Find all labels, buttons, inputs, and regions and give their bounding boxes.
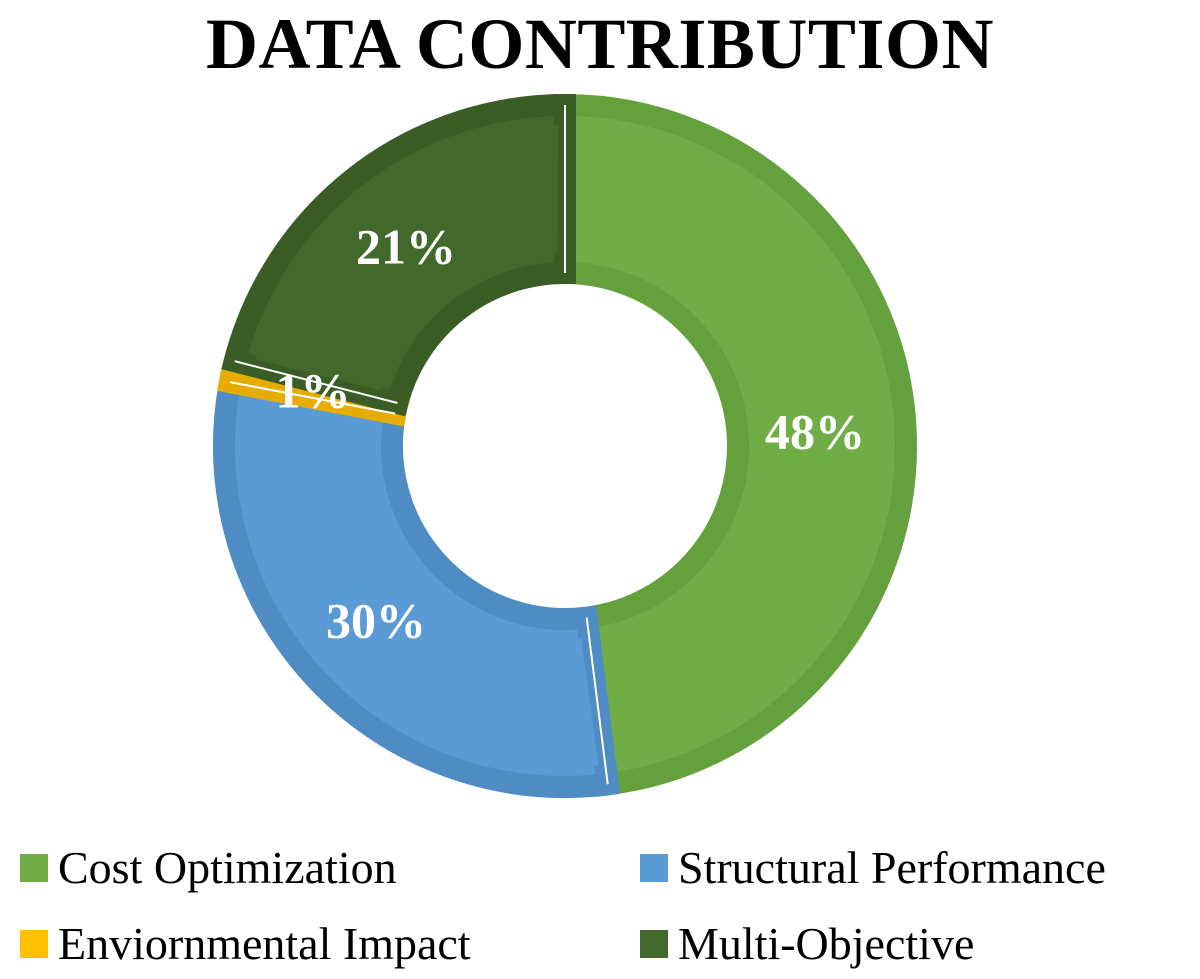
slice-separator — [229, 381, 396, 415]
chart-title: DATA CONTRIBUTION — [206, 4, 994, 84]
data-label-multi-objective: 21% — [356, 218, 456, 274]
legend-label: Cost Optimization — [58, 842, 397, 893]
slice-separator — [585, 617, 609, 785]
data-label-cost-optimization: 48% — [765, 403, 865, 459]
legend-swatch — [640, 854, 668, 882]
legend-label: Multi-Objective — [678, 918, 975, 969]
legend-swatch — [20, 854, 48, 882]
legend-item-environmental-impact: Enviornmental Impact — [20, 916, 471, 972]
legend-item-structural-performance: Structural Performance — [640, 840, 1106, 896]
data-label-enviornmental-impact: 1% — [276, 362, 351, 418]
slice-separator — [234, 360, 398, 404]
donut-slice-face — [571, 125, 886, 764]
legend-swatch — [640, 930, 668, 958]
donut-slice-face — [244, 392, 599, 767]
legend-item-cost-optimization: Cost Optimization — [20, 840, 397, 896]
legend-swatch — [20, 930, 48, 958]
legend-item-multi-objective: Multi-Objective — [640, 916, 974, 972]
legend-label: Enviornmental Impact — [58, 918, 471, 969]
legend-label: Structural Performance — [678, 842, 1106, 893]
donut-slice-face — [255, 125, 559, 391]
data-label-structural-performance: 30% — [326, 592, 426, 648]
